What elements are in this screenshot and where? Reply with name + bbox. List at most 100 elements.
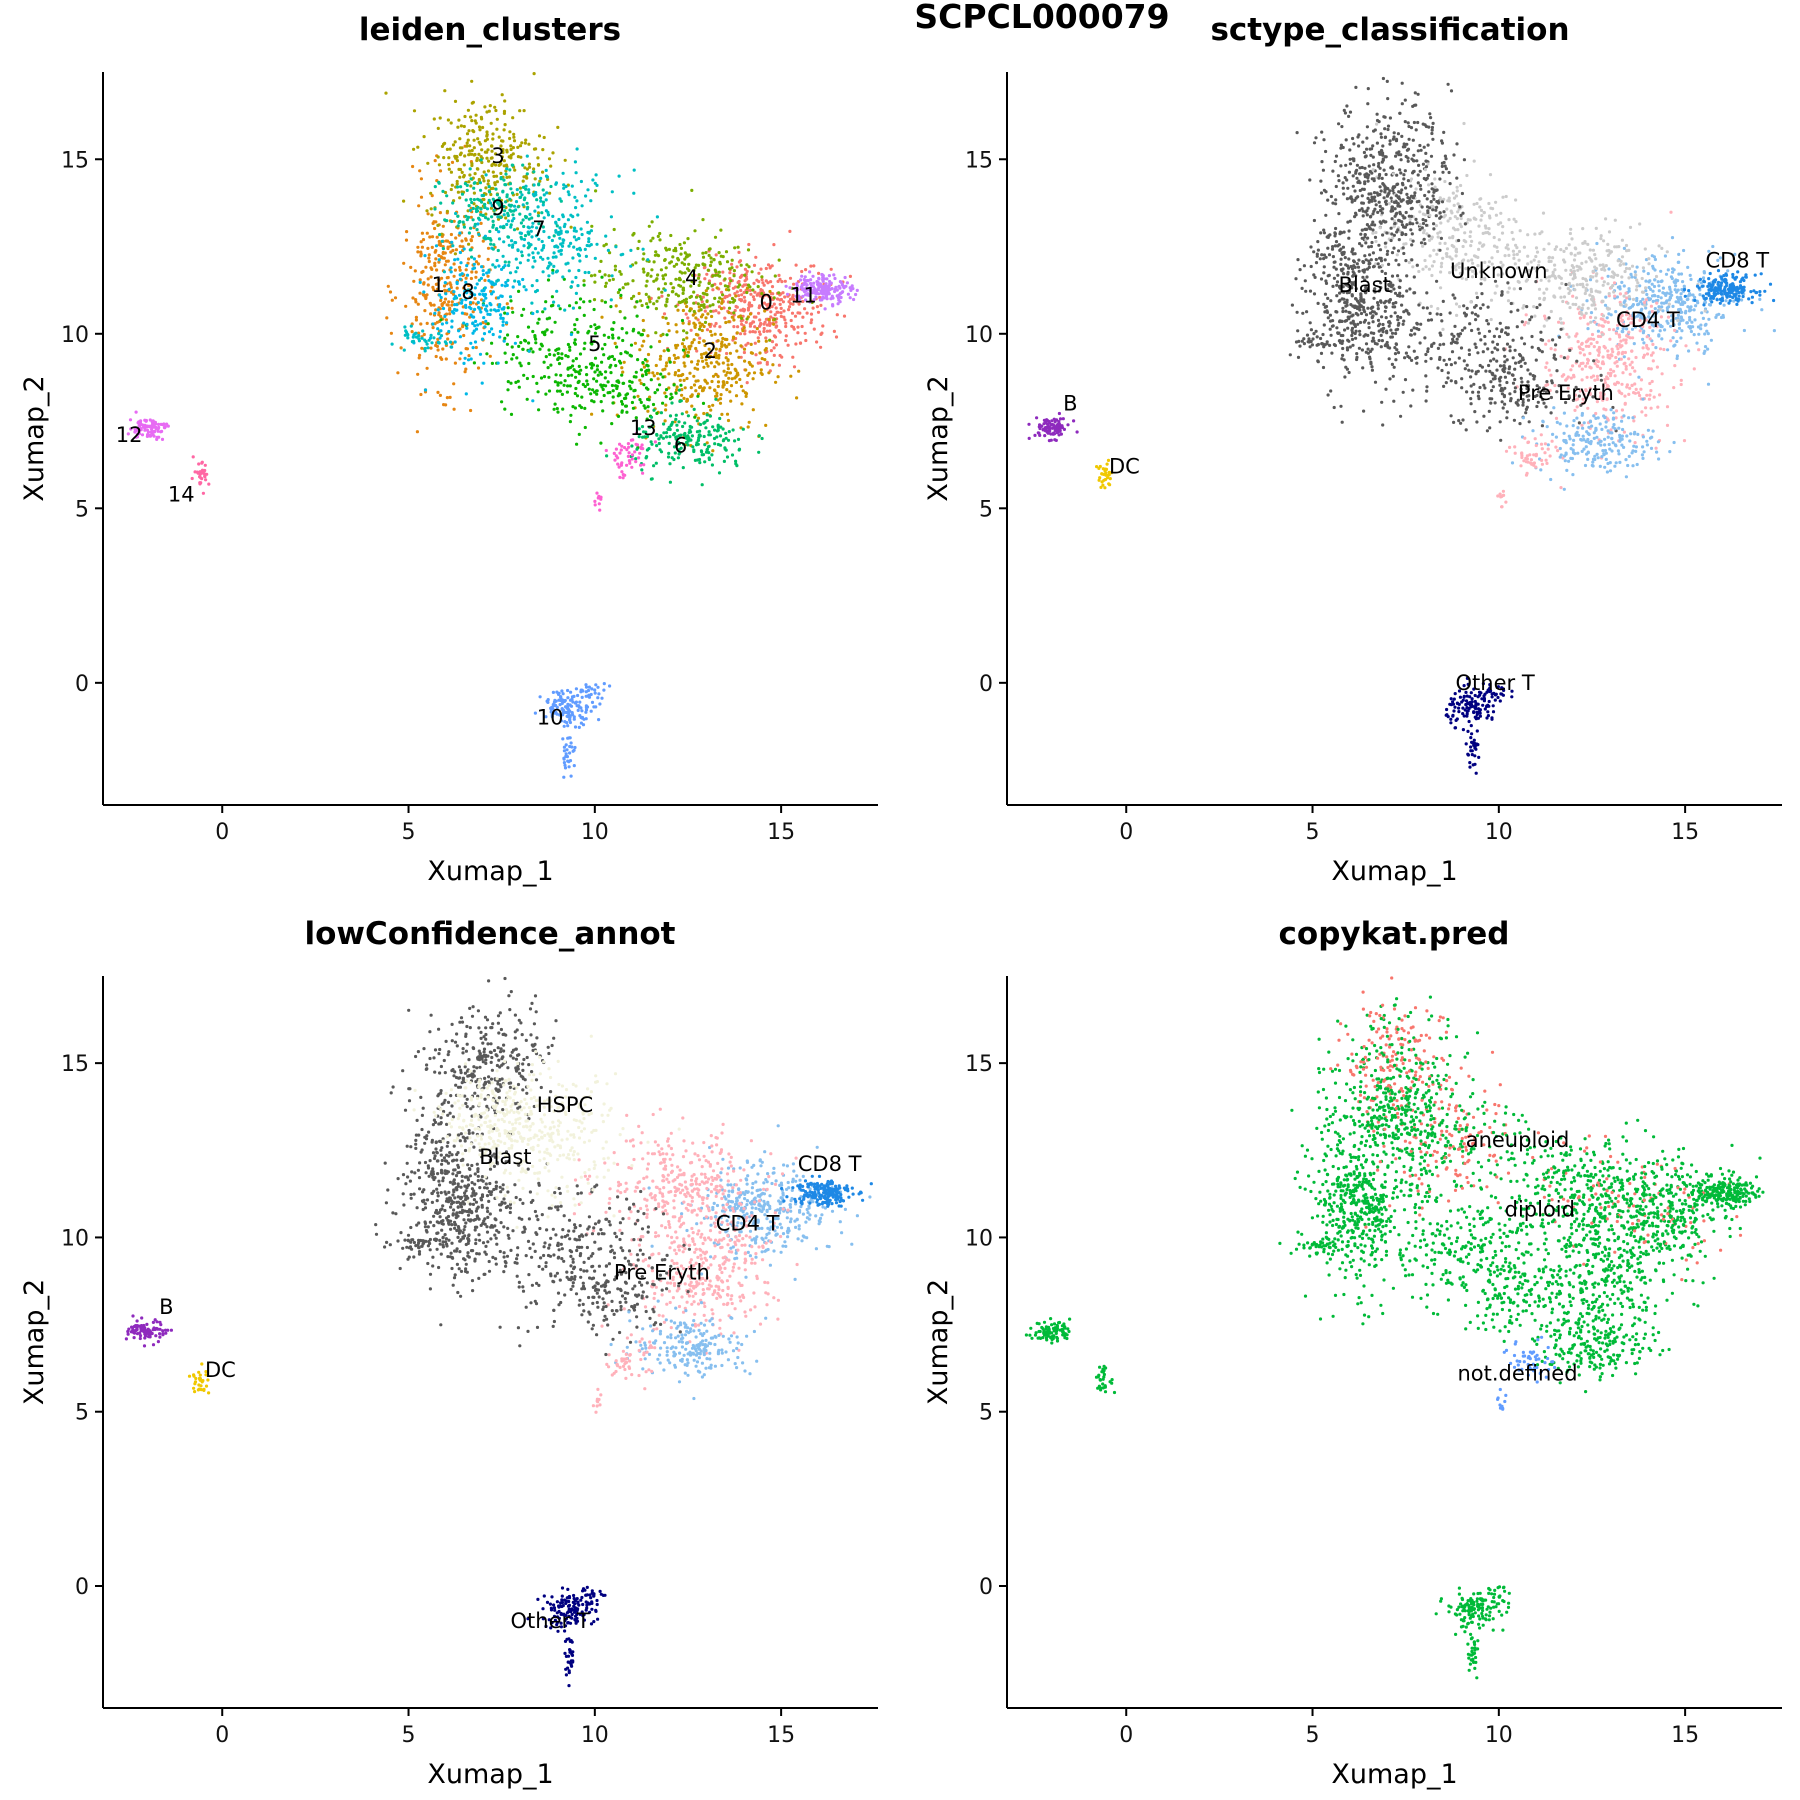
data-point — [733, 341, 737, 345]
data-point — [664, 316, 668, 320]
data-point — [508, 136, 512, 141]
data-point — [726, 359, 730, 363]
data-point — [450, 303, 454, 307]
data-point — [566, 374, 571, 378]
data-point — [585, 379, 589, 383]
data-point — [468, 144, 472, 148]
data-point — [539, 176, 543, 180]
data-point — [471, 321, 475, 326]
data-point — [576, 213, 580, 217]
data-point — [804, 338, 808, 343]
data-point — [1740, 298, 1744, 302]
data-point — [468, 173, 472, 177]
data-point — [443, 190, 448, 195]
data-point — [414, 318, 418, 322]
data-point — [1343, 256, 1347, 260]
data-point — [563, 720, 567, 724]
data-point — [784, 338, 788, 343]
data-point — [498, 335, 502, 339]
data-point — [717, 311, 721, 315]
data-point — [459, 351, 463, 355]
data-point — [1367, 326, 1371, 330]
data-point — [480, 381, 484, 385]
data-point — [521, 347, 525, 351]
data-point — [613, 341, 617, 345]
data-point — [1572, 375, 1576, 379]
data-point — [647, 295, 651, 299]
data-point — [462, 361, 466, 365]
data-point — [1342, 230, 1346, 234]
data-point — [705, 448, 709, 452]
data-point — [1547, 368, 1551, 372]
data-point — [1348, 162, 1353, 166]
data-point — [1316, 240, 1320, 244]
data-point — [753, 330, 757, 334]
data-point — [433, 159, 437, 163]
data-point — [482, 179, 486, 183]
data-point — [404, 329, 408, 333]
data-point — [774, 306, 778, 310]
data-point — [1379, 152, 1383, 156]
data-point — [499, 198, 503, 202]
data-point — [1351, 252, 1355, 256]
data-point — [1326, 198, 1330, 202]
point-cloud — [126, 72, 859, 779]
data-point — [741, 427, 745, 431]
data-point — [1344, 138, 1348, 142]
data-point — [689, 386, 693, 390]
data-point — [480, 265, 484, 269]
data-point — [1658, 347, 1663, 351]
data-point — [764, 336, 768, 340]
data-point — [1610, 354, 1614, 358]
data-point — [1312, 292, 1317, 296]
data-point — [447, 329, 451, 334]
data-point — [618, 475, 622, 479]
data-point — [681, 466, 685, 470]
data-point — [1679, 336, 1683, 340]
data-point — [694, 389, 698, 393]
data-point — [450, 219, 454, 224]
data-point — [748, 324, 753, 328]
data-point — [449, 170, 453, 174]
data-point — [482, 197, 486, 202]
data-point — [695, 419, 699, 423]
data-point — [694, 295, 699, 299]
data-point — [685, 304, 689, 309]
data-point — [516, 335, 520, 339]
data-point — [418, 291, 422, 295]
data-point — [730, 315, 734, 319]
data-point — [1721, 315, 1725, 319]
data-point — [491, 170, 495, 174]
data-point — [659, 354, 663, 358]
data-point — [487, 279, 491, 283]
data-point — [1388, 116, 1392, 120]
data-point — [1651, 299, 1655, 303]
data-point — [534, 290, 538, 294]
data-point — [1688, 325, 1692, 329]
data-point — [559, 381, 563, 385]
data-point — [511, 213, 515, 217]
data-point — [675, 423, 679, 427]
data-point — [556, 383, 560, 387]
data-point — [1446, 82, 1450, 86]
data-point — [736, 245, 740, 249]
data-point — [460, 311, 464, 315]
data-point — [1689, 277, 1693, 281]
data-point — [484, 173, 488, 177]
data-point — [448, 147, 452, 151]
data-point — [692, 383, 697, 387]
data-point — [801, 315, 805, 319]
data-point — [661, 274, 665, 278]
data-point — [800, 269, 804, 274]
data-point — [538, 179, 542, 183]
data-point — [1566, 287, 1570, 291]
data-point — [713, 365, 717, 369]
data-point — [654, 331, 658, 335]
data-point — [608, 278, 612, 282]
data-point — [1601, 362, 1606, 366]
data-point — [795, 300, 799, 304]
data-point — [483, 205, 487, 210]
data-point — [580, 395, 584, 399]
data-point — [430, 235, 435, 239]
data-point — [1354, 85, 1358, 89]
